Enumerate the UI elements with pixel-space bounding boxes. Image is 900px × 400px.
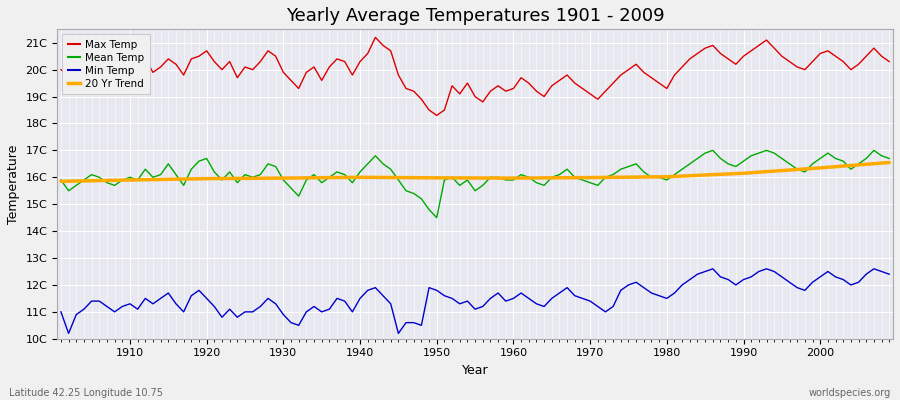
Text: Latitude 42.25 Longitude 10.75: Latitude 42.25 Longitude 10.75 xyxy=(9,388,163,398)
Text: worldspecies.org: worldspecies.org xyxy=(809,388,891,398)
X-axis label: Year: Year xyxy=(462,364,489,377)
Title: Yearly Average Temperatures 1901 - 2009: Yearly Average Temperatures 1901 - 2009 xyxy=(286,7,664,25)
Y-axis label: Temperature: Temperature xyxy=(7,144,20,224)
Legend: Max Temp, Mean Temp, Min Temp, 20 Yr Trend: Max Temp, Mean Temp, Min Temp, 20 Yr Tre… xyxy=(62,34,149,94)
